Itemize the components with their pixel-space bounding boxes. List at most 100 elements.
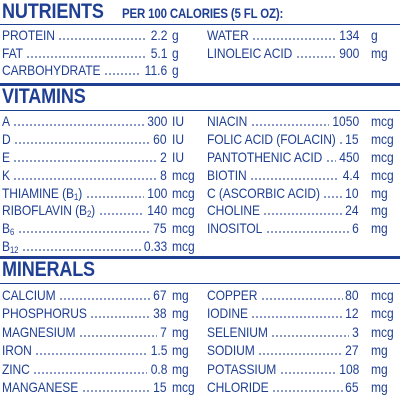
nutrient-unit: mg	[172, 305, 189, 322]
nutrient-row: B12 0.33 mcg	[2, 238, 197, 256]
leader-dots	[104, 73, 142, 76]
nutrient-row: RIBOFLAVIN (B2) 140 mcg	[2, 202, 197, 220]
nutrient-name: INOSITOL	[207, 220, 263, 237]
nutrient-unit: mg	[172, 323, 189, 340]
nutrient-name: PHOSPHORUS	[2, 305, 87, 322]
leader-dots	[58, 38, 148, 40]
nutrient-value: 900	[338, 44, 359, 61]
vitamins-header: VITAMINS	[2, 85, 99, 109]
nutrient-value: 6	[352, 220, 359, 237]
nutrient-value: 5.1	[150, 44, 167, 61]
nutrient-unit: IU	[172, 130, 185, 147]
leader-dots	[252, 38, 336, 40]
nutrient-unit: mcg	[371, 166, 394, 183]
leader-dots	[82, 389, 151, 392]
nutrient-unit: mg	[371, 342, 388, 359]
nutrient-name: RIBOFLAVIN (B2)	[2, 202, 96, 220]
nutrient-name: POTASSIUM	[207, 360, 277, 377]
leader-dots	[79, 334, 158, 337]
leader-dots	[261, 298, 343, 300]
nutrient-unit: mg	[371, 44, 388, 61]
nutrient-unit: mg	[371, 202, 388, 219]
nutrient-row: FOLIC ACID (FOLACIN) 15 mcg	[207, 131, 399, 149]
nutrient-value: 2.2	[150, 27, 167, 43]
leader-dots	[35, 353, 148, 356]
nutrient-name: A	[2, 113, 10, 129]
nutrient-row: COPPER 80 mcg	[207, 287, 399, 305]
nutrient-value: 10	[345, 184, 359, 201]
nutrient-unit: mg	[172, 360, 189, 377]
leader-dots	[296, 55, 336, 58]
nutrient-unit: mcg	[371, 305, 394, 322]
nutrient-unit: IU	[172, 148, 185, 165]
nutrient-unit: mcg	[371, 323, 394, 340]
nutrient-row: K 8 mcg	[2, 167, 197, 185]
nutrient-value: 1050	[332, 113, 359, 129]
nutrient-value: 140	[146, 202, 167, 219]
nutrient-name: SODIUM	[207, 342, 255, 359]
nutrient-name: D	[2, 130, 11, 147]
nutrient-row: NIACIN 1050 mcg	[207, 113, 399, 131]
nutrient-name: COPPER	[207, 287, 258, 303]
nutrient-row: POTASSIUM 108 mg	[207, 361, 399, 379]
nutrient-unit: mcg	[371, 148, 394, 165]
leader-dots	[13, 159, 158, 162]
nutrient-row: ZINC 0.8 mg	[2, 361, 197, 379]
nutrient-row: SELENIUM 3 mcg	[207, 324, 399, 342]
nutrient-unit: mcg	[172, 238, 195, 255]
leader-dots	[33, 371, 148, 374]
nutrient-name: SELENIUM	[207, 323, 268, 340]
nutrient-name: LINOLEIC ACID	[207, 44, 293, 61]
nutrient-unit: mg	[371, 378, 388, 395]
nutrient-row: CARBOHYDRATE 11.6 g	[2, 62, 197, 80]
nutrient-row: PANTOTHENIC ACID 450 mcg	[207, 149, 399, 167]
leader-dots	[59, 298, 151, 300]
leader-dots	[86, 195, 144, 198]
nutrient-unit: mg	[172, 342, 189, 359]
nutrient-unit: g	[172, 62, 179, 79]
nutrient-name: FOLIC ACID (FOLACIN)	[207, 130, 336, 147]
nutrient-value: 12	[345, 305, 359, 322]
vitamins-left-column: A 300 IU D 60 IU E 2 IU K 8 mcg THIAMINE (B1) 100 mcg R…	[2, 113, 197, 256]
leader-dots	[266, 231, 350, 234]
leader-dots	[280, 371, 336, 374]
leader-dots	[263, 213, 343, 216]
leader-dots	[326, 159, 336, 162]
nutrient-row: LINOLEIC ACID 900 mg	[207, 45, 399, 63]
leader-dots	[14, 141, 151, 144]
nutrient-name: MANGANESE	[2, 378, 79, 395]
nutrient-value: 1.5	[150, 342, 167, 359]
nutrient-row: C (ASCORBIC ACID) 10 mg	[207, 185, 399, 203]
leader-dots	[251, 316, 343, 319]
nutrient-value: 100	[146, 184, 167, 201]
nutrient-unit: mcg	[172, 184, 195, 201]
nutrients-left-column: PROTEIN 2.2 g FAT 5.1 g CARBOHYDRATE 11.6 g	[2, 27, 197, 80]
nutrient-value: 2	[160, 148, 167, 165]
nutrient-value: 0.33	[143, 238, 167, 255]
nutrients-title: NUTRIENTS	[2, 0, 104, 23]
leader-dots	[18, 231, 151, 234]
leader-dots	[272, 389, 343, 392]
nutrient-row: IRON 1.5 mg	[2, 342, 197, 360]
nutrient-name: PANTOTHENIC ACID	[207, 148, 323, 165]
nutrient-value: 108	[338, 360, 359, 377]
nutrient-value: 15	[345, 130, 359, 147]
leader-dots	[13, 177, 158, 180]
nutrient-name: NIACIN	[207, 113, 248, 129]
nutrient-value: 300	[146, 113, 167, 129]
nutrients-right-column: WATER 134 g LINOLEIC ACID 900 mg	[207, 27, 399, 62]
nutrient-unit: mg	[371, 360, 388, 377]
nutrient-name: K	[2, 166, 10, 183]
nutrient-value: 0.8	[150, 360, 167, 377]
nutrient-unit: mcg	[371, 287, 394, 303]
leader-dots	[251, 124, 330, 126]
divider	[0, 110, 400, 111]
leader-dots	[90, 316, 151, 319]
nutrient-unit: mcg	[172, 220, 195, 237]
nutrient-value: 15	[153, 378, 167, 395]
nutrient-row: PHOSPHORUS 38 mg	[2, 305, 197, 323]
nutrient-value: 7	[160, 323, 167, 340]
leader-dots	[339, 141, 343, 144]
nutrient-unit: g	[172, 44, 179, 61]
